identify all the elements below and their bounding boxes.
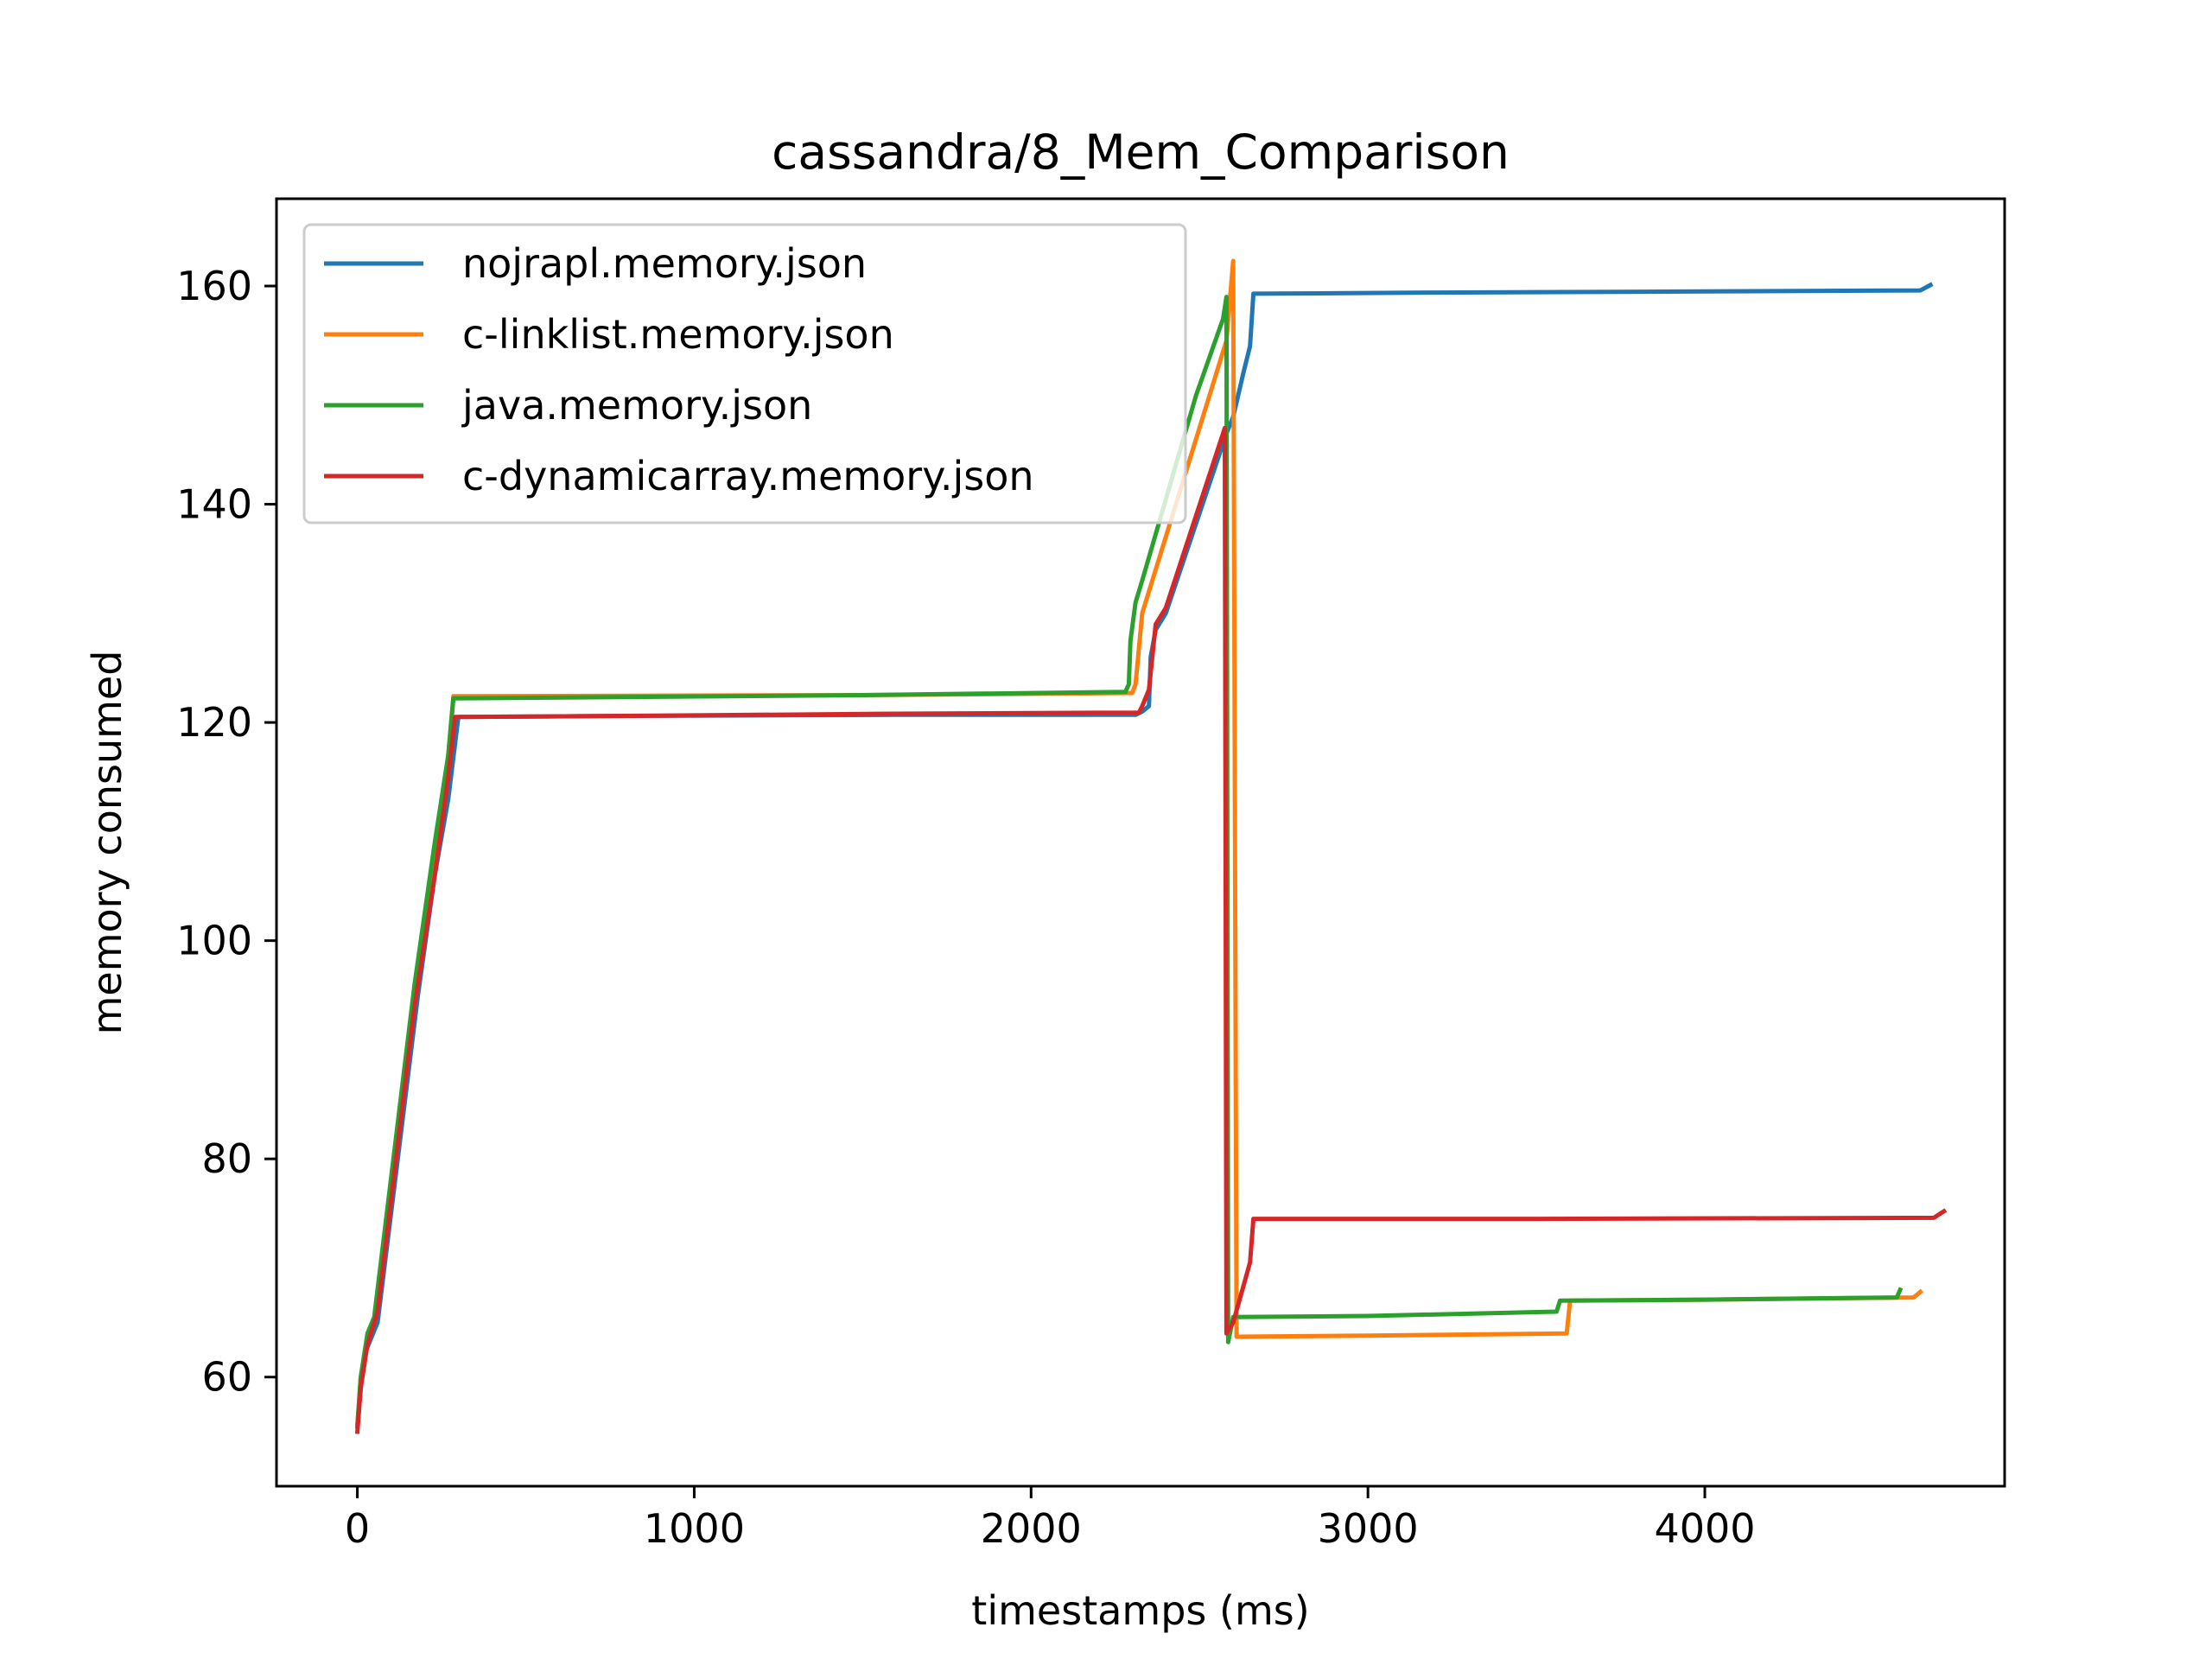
series-line-3 — [354, 425, 1948, 1434]
legend-label-3: c-dynamicarray.memory.json — [462, 453, 1034, 499]
y-tick-label: 60 — [201, 1354, 252, 1401]
series-layer — [354, 258, 1948, 1434]
legend: nojrapl.memory.json c-linklist.memory.jso… — [302, 223, 1187, 524]
legend-label-2: java.memory.json — [461, 382, 812, 429]
x-tick-label: 4000 — [1654, 1505, 1755, 1552]
x-tick-label: 0 — [345, 1505, 370, 1552]
y-tick-label: 120 — [176, 699, 252, 746]
legend-label-0: nojrapl.memory.json — [462, 240, 867, 287]
y-tick-label: 100 — [176, 918, 252, 964]
y-axis-title: memory consumed — [84, 651, 130, 1035]
legend-label-1: c-linklist.memory.json — [462, 311, 894, 358]
legend-box — [302, 223, 1187, 524]
plot-area-frame — [275, 197, 2006, 1488]
x-tick-label: 2000 — [981, 1505, 1082, 1552]
y-axis-ticks: 60 80 100 120 140 160 — [176, 263, 276, 1401]
y-tick-label: 160 — [176, 263, 252, 309]
y-tick-label: 140 — [176, 481, 252, 528]
y-tick-label: 80 — [201, 1135, 252, 1182]
series-line-2 — [354, 295, 1904, 1429]
x-tick-label: 3000 — [1318, 1505, 1419, 1552]
x-tick-label: 1000 — [644, 1505, 745, 1552]
x-axis-ticks: 0 1000 2000 3000 4000 — [345, 1486, 1756, 1552]
legend-entries: nojrapl.memory.json c-linklist.memory.jso… — [324, 240, 1034, 499]
x-axis-title: timestamps (ms) — [971, 1587, 1309, 1634]
chart-title: cassandra/8_Mem_Comparison — [772, 124, 1510, 180]
